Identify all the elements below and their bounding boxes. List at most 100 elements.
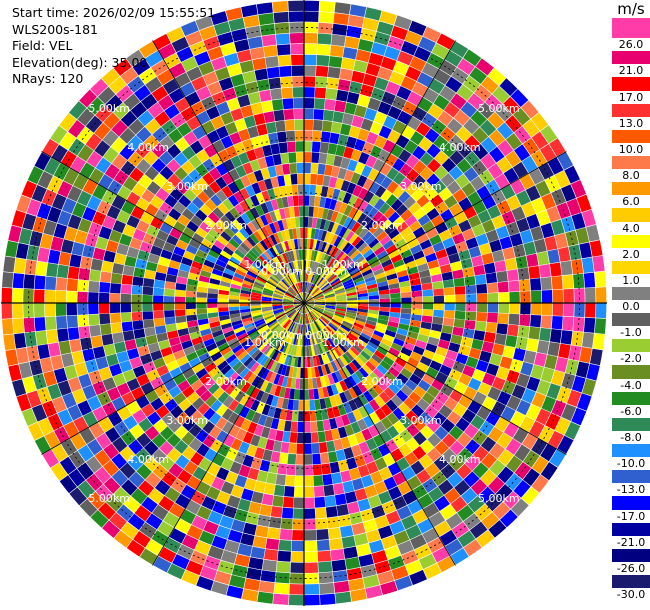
velocity-gate — [410, 284, 422, 292]
velocity-gate — [148, 488, 165, 504]
velocity-gate — [378, 443, 391, 457]
velocity-gate — [273, 309, 284, 315]
velocity-gate — [307, 271, 311, 282]
velocity-gate — [463, 75, 481, 93]
velocity-gate — [215, 525, 231, 540]
velocity-gate — [225, 7, 243, 21]
velocity-gate — [318, 318, 327, 327]
velocity-gate — [87, 491, 106, 510]
velocity-gate — [16, 195, 32, 213]
colorbar-tick-label: -10.0 — [612, 457, 650, 471]
velocity-gate — [383, 263, 395, 272]
velocity-gate — [406, 168, 420, 183]
velocity-gate — [122, 330, 135, 342]
velocity-gate — [468, 347, 482, 360]
velocity-gate — [256, 276, 267, 284]
velocity-gate — [433, 69, 451, 85]
velocity-gate — [90, 510, 109, 528]
velocity-gate — [361, 215, 372, 228]
velocity-gate — [186, 373, 199, 386]
velocity-gate — [141, 496, 158, 513]
velocity-gate — [156, 364, 170, 377]
velocity-gate — [319, 218, 327, 230]
velocity-gate — [262, 144, 273, 157]
velocity-gate — [89, 324, 101, 337]
velocity-gate — [534, 352, 547, 367]
velocity-gate — [363, 272, 375, 280]
velocity-gate — [153, 173, 168, 188]
velocity-gate — [256, 322, 267, 330]
velocity-gate — [102, 377, 117, 391]
velocity-gate — [217, 360, 229, 371]
velocity-gate — [251, 219, 261, 231]
velocity-gate — [545, 175, 561, 193]
velocity-gate — [119, 462, 136, 479]
velocity-gate — [299, 389, 304, 400]
velocity-gate — [506, 455, 523, 473]
velocity-gate — [235, 165, 247, 178]
velocity-gate — [35, 330, 48, 346]
velocity-gate — [311, 442, 320, 454]
velocity-gate — [224, 383, 236, 396]
velocity-gate — [322, 120, 333, 132]
velocity-gate — [242, 454, 254, 468]
velocity-gate — [195, 227, 208, 239]
velocity-gate — [497, 139, 514, 157]
velocity-gate — [292, 76, 304, 87]
velocity-gate — [357, 296, 369, 301]
velocity-gate — [353, 197, 363, 210]
velocity-gate — [387, 321, 399, 328]
velocity-gate — [465, 311, 477, 321]
velocity-gate — [22, 213, 37, 231]
velocity-gate — [47, 383, 62, 400]
velocity-gate — [400, 291, 412, 298]
velocity-gate — [304, 293, 307, 303]
velocity-gate — [516, 399, 531, 416]
velocity-gate — [211, 91, 227, 106]
velocity-gate — [536, 340, 550, 355]
velocity-gate — [414, 544, 432, 560]
velocity-gate — [223, 159, 235, 172]
velocity-gate — [227, 181, 239, 195]
velocity-gate — [155, 187, 170, 202]
velocity-gate — [376, 250, 388, 260]
velocity-gate — [463, 386, 478, 400]
velocity-gate — [265, 370, 274, 382]
velocity-gate — [110, 313, 122, 324]
velocity-gate — [175, 315, 187, 324]
velocity-gate — [116, 350, 130, 364]
velocity-gate — [184, 404, 197, 418]
velocity-gate — [106, 205, 121, 220]
velocity-gate — [171, 36, 190, 53]
velocity-gate — [560, 330, 573, 345]
velocity-gate — [425, 227, 439, 239]
velocity-gate — [355, 370, 365, 382]
velocity-gate — [413, 208, 426, 221]
velocity-gate — [408, 391, 422, 404]
velocity-gate — [234, 415, 246, 428]
velocity-gate — [304, 486, 315, 498]
velocity-gate — [217, 31, 234, 46]
velocity-gate — [275, 430, 284, 442]
velocity-gate — [514, 144, 531, 162]
velocity-gate — [142, 286, 154, 296]
colorbar: m/s 26.0 21.0 17.0 13.0 10.0 8.0 6.0 4.0 2.0 1.0 0… — [612, 0, 650, 610]
velocity-gate — [293, 497, 304, 509]
velocity-gate — [521, 155, 538, 173]
velocity-gate — [295, 454, 304, 465]
velocity-gate — [181, 431, 196, 446]
velocity-gate — [190, 379, 204, 392]
velocity-gate — [34, 303, 45, 318]
velocity-gate — [374, 326, 386, 334]
velocity-gate — [29, 230, 43, 247]
velocity-gate — [371, 42, 387, 56]
velocity-gate — [243, 578, 260, 591]
velocity-gate — [284, 229, 291, 241]
velocity-gate — [406, 437, 420, 452]
velocity-gate — [230, 316, 242, 323]
velocity-gate — [323, 109, 334, 122]
velocity-gate — [126, 348, 140, 360]
velocity-gate — [307, 283, 313, 294]
velocity-gate — [393, 172, 406, 186]
velocity-gate — [177, 469, 193, 485]
